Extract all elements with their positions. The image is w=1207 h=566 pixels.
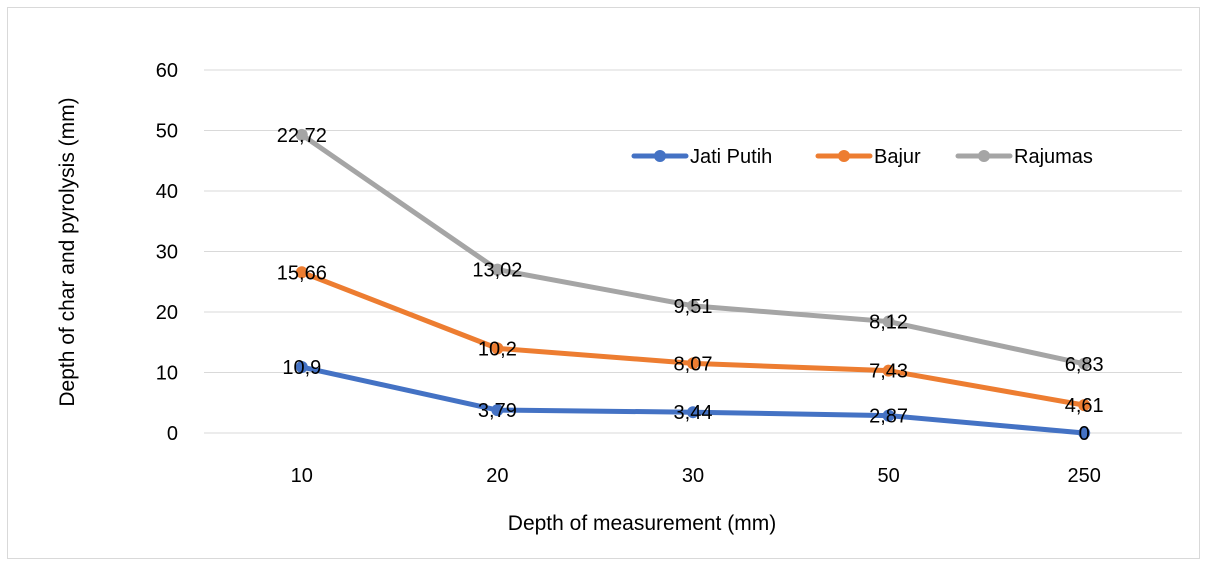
chart-frame	[7, 7, 1200, 559]
data-label-jati-putih: 3,79	[478, 400, 517, 422]
data-label-jati-putih: 10,9	[282, 357, 321, 379]
legend-marker-bajur	[838, 150, 850, 162]
legend-label-bajur: Bajur	[874, 146, 921, 168]
data-point-bajur	[882, 364, 895, 377]
gridlines	[204, 69, 1182, 434]
legend-marker-jati-putih	[654, 150, 666, 162]
data-label-bajur: 10,2	[478, 338, 517, 360]
y-tick-label: 0	[167, 423, 178, 445]
data-label-rajumas: 6,83	[1065, 354, 1104, 376]
data-label-rajumas: 9,51	[674, 296, 713, 318]
y-tick-label: 60	[156, 60, 178, 82]
data-label-bajur: 4,61	[1065, 395, 1104, 417]
legend-label-jati-putih: Jati Putih	[690, 146, 772, 168]
data-label-bajur: 8,07	[674, 353, 713, 375]
data-label-bajur: 7,43	[869, 361, 908, 383]
data-point-jati-putih	[1078, 427, 1091, 439]
data-point-jati-putih	[491, 404, 504, 417]
y-tick-label: 40	[156, 181, 178, 203]
data-point-rajumas	[491, 263, 504, 276]
y-tick-label: 50	[156, 121, 178, 143]
data-label-jati-putih: 3,44	[674, 402, 713, 424]
data-point-jati-putih	[295, 361, 308, 374]
data-point-bajur	[295, 266, 308, 279]
y-tick-label: 30	[156, 242, 178, 264]
legend-label-rajumas: Rajumas	[1014, 146, 1093, 168]
x-tick-label: 10	[291, 465, 313, 487]
x-axis-ticks: 10 20 30 50 250	[291, 465, 1101, 487]
data-label-rajumas: 8,12	[869, 312, 908, 334]
data-point-bajur	[687, 357, 699, 370]
legend-marker-rajumas	[978, 150, 990, 162]
legend: Jati Putih Bajur Rajumas	[631, 146, 1093, 168]
data-point-rajumas	[687, 299, 699, 312]
data-point-jati-putih	[882, 409, 895, 422]
series-lines	[295, 128, 1091, 439]
data-label-rajumas: 13,02	[472, 260, 522, 282]
series-line-rajumas	[299, 132, 1087, 367]
data-label-rajumas: 22,72	[277, 125, 327, 147]
y-tick-label: 20	[156, 302, 178, 324]
data-point-rajumas	[1078, 357, 1091, 370]
x-tick-label: 30	[682, 465, 704, 487]
data-label-jati-putih: 2,87	[869, 406, 908, 428]
data-point-bajur	[1078, 399, 1091, 412]
data-point-bajur	[491, 342, 504, 355]
data-labels: 10,9 3,79 3,44 2,87 0 15,66 10,2 8,07 7,43 4,61 22…	[277, 125, 1104, 445]
x-axis-title: Depth of measurement (mm)	[508, 512, 776, 535]
data-label-bajur: 15,66	[277, 262, 327, 284]
data-point-jati-putih	[687, 406, 699, 419]
data-point-rajumas	[882, 315, 895, 328]
x-tick-label: 50	[877, 465, 899, 487]
x-tick-label: 20	[486, 465, 508, 487]
y-axis-title: Depth of char and pyrolysis (mm)	[56, 97, 79, 406]
y-axis-ticks: 0 10 20 30 40 50 60	[156, 60, 178, 445]
data-point-rajumas	[295, 128, 308, 141]
data-label-jati-putih: 0	[1079, 423, 1090, 445]
y-tick-label: 10	[156, 363, 178, 385]
x-tick-label: 250	[1068, 465, 1101, 487]
